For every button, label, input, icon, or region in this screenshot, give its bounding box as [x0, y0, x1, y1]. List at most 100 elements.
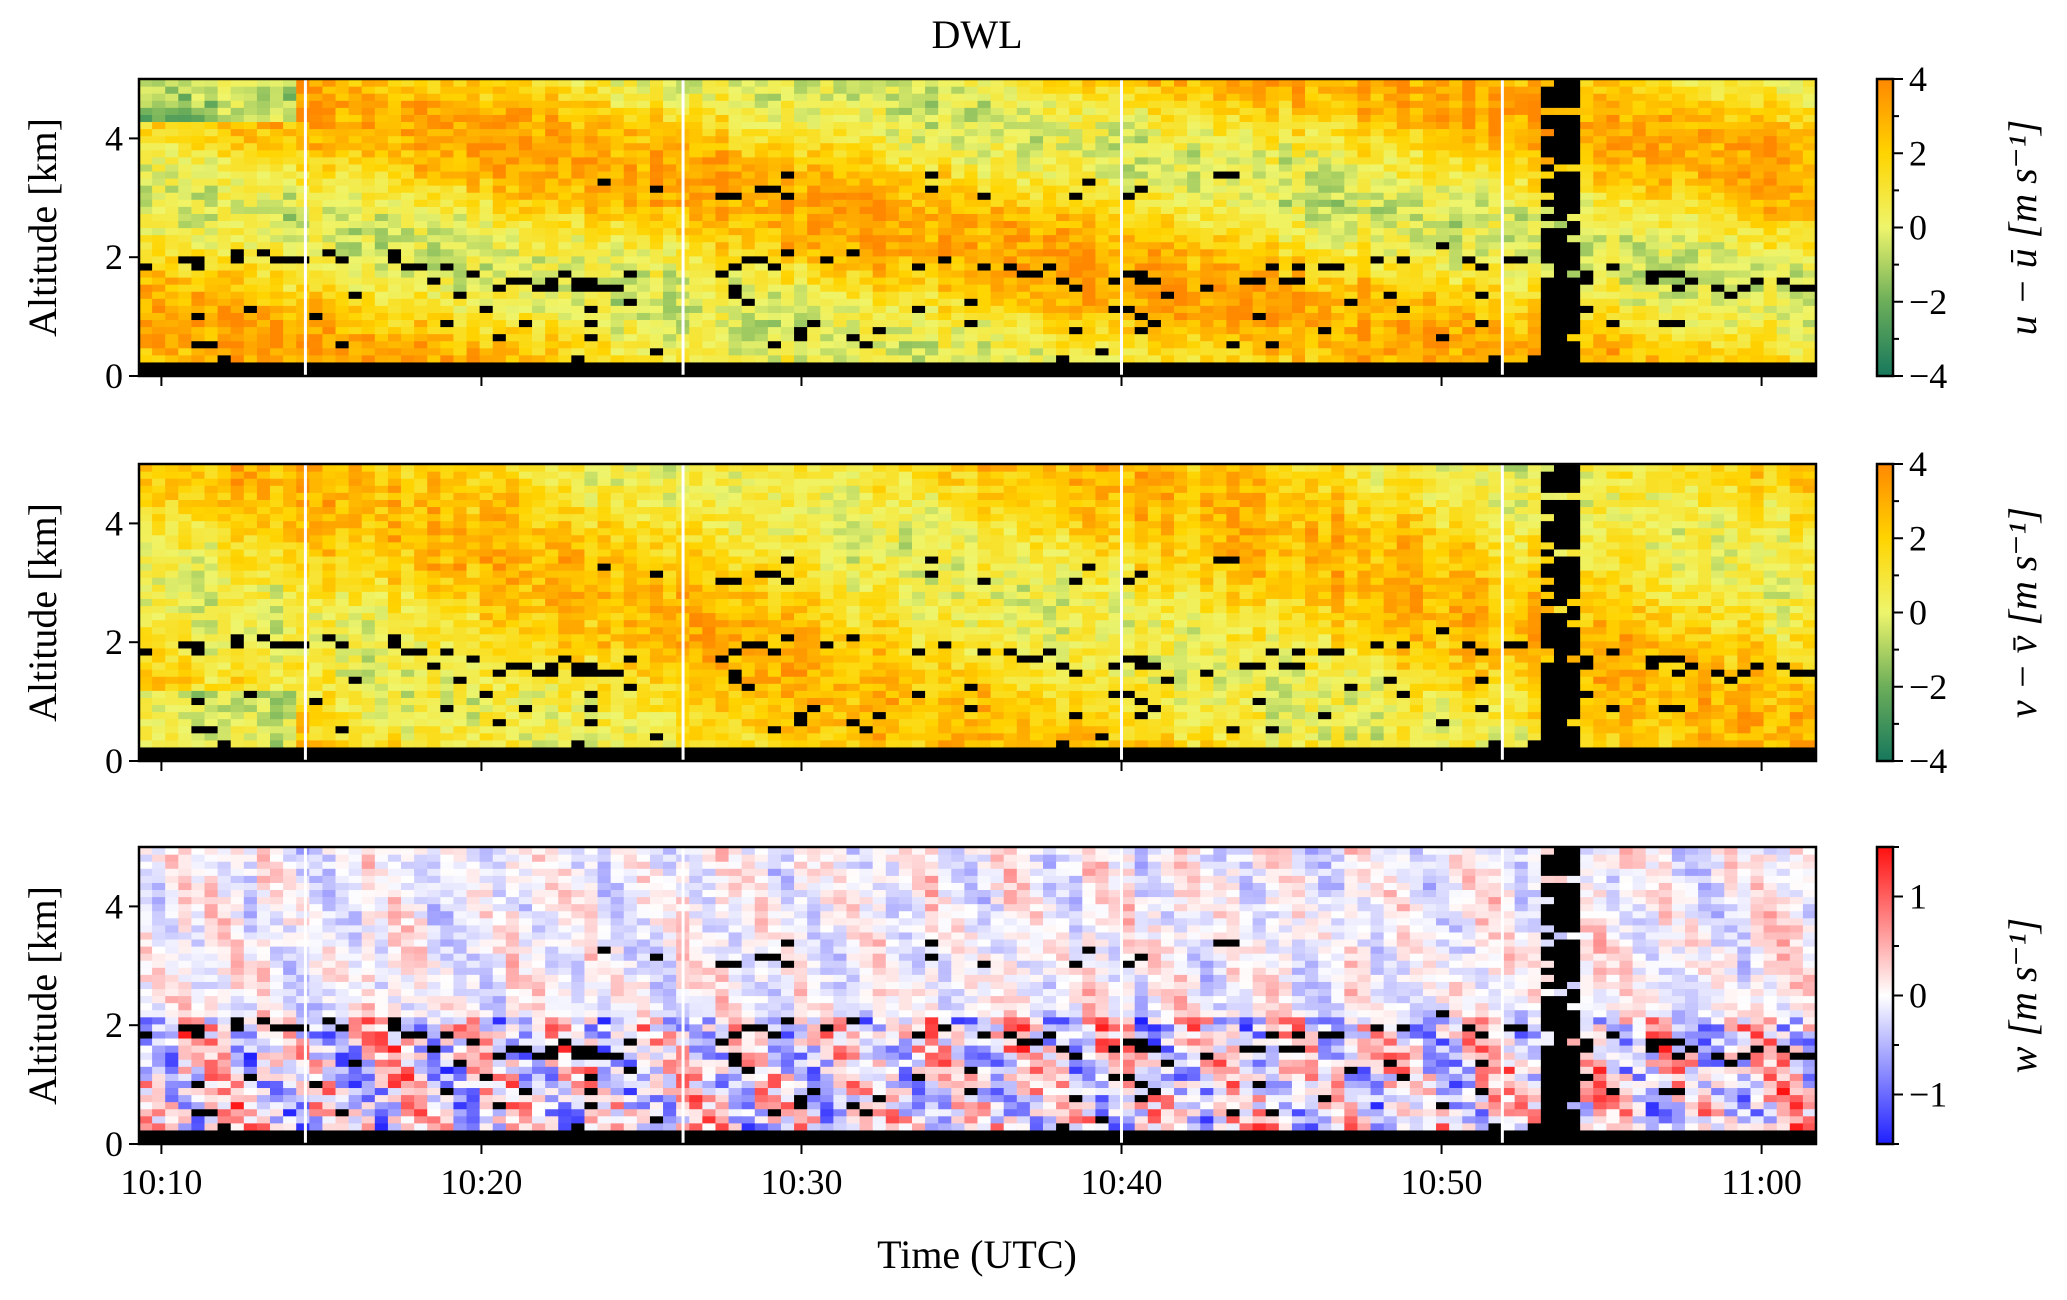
heatmap-cell [584, 326, 599, 335]
heatmap-cell [1226, 354, 1241, 363]
heatmap-cell [1619, 291, 1634, 299]
heatmap-cell [1252, 93, 1267, 101]
heatmap-cell [1436, 298, 1450, 306]
heatmap-cell [309, 269, 324, 278]
heatmap-cell [1265, 361, 1280, 370]
heatmap-cell [702, 79, 717, 87]
heatmap-cell [1043, 199, 1057, 207]
heatmap-cell [1553, 142, 1568, 151]
heatmap-cell [1278, 255, 1293, 264]
heatmap-cell [1134, 255, 1149, 264]
heatmap-cell [270, 227, 284, 236]
heatmap-cell [1527, 220, 1542, 229]
heatmap-cell [518, 269, 533, 278]
heatmap-cell [938, 192, 952, 200]
heatmap-cell [283, 340, 297, 349]
heatmap-cell [1069, 128, 1083, 137]
heatmap-cell [964, 79, 979, 87]
heatmap-cell [361, 79, 376, 87]
heatmap-cell [204, 107, 219, 115]
heatmap-cell [990, 234, 1005, 243]
heatmap-cell [715, 368, 730, 377]
heatmap-cell [702, 277, 717, 285]
heatmap-cell [1619, 149, 1634, 158]
heatmap-cell [1593, 107, 1607, 115]
heatmap-cell [1108, 149, 1123, 158]
heatmap-cell [1422, 178, 1437, 186]
heatmap-cell [1422, 312, 1437, 321]
heatmap-cell [1239, 142, 1254, 151]
heatmap-cell [1121, 277, 1136, 285]
heatmap-cell [702, 319, 717, 328]
heatmap-cell [1632, 121, 1647, 130]
heatmap-cell [846, 128, 861, 137]
heatmap-cell [1200, 185, 1214, 193]
heatmap-cell [951, 277, 965, 285]
heatmap-cell [1160, 319, 1175, 328]
heatmap-cell [1449, 269, 1463, 278]
heatmap-cell [820, 178, 834, 186]
heatmap-cell [296, 284, 310, 292]
heatmap-cell [217, 284, 232, 292]
heatmap-cell [715, 142, 730, 151]
heatmap-cell [1213, 305, 1228, 313]
heatmap-cell [492, 192, 507, 200]
heatmap-cell [178, 192, 192, 200]
heatmap-cell [1671, 142, 1686, 151]
heatmap-cell [663, 305, 677, 313]
heatmap-cell [1344, 262, 1359, 271]
heatmap-cell [1108, 199, 1123, 207]
heatmap-cell [270, 305, 284, 313]
heatmap-cell [1291, 319, 1306, 328]
heatmap-cell [165, 142, 179, 151]
heatmap-cell [689, 100, 703, 108]
heatmap-cell [348, 291, 363, 299]
heatmap-cell [361, 206, 376, 214]
heatmap-cell [1370, 93, 1385, 101]
heatmap-cell [715, 234, 730, 243]
heatmap-cell [898, 79, 913, 87]
heatmap-cell [1278, 142, 1293, 151]
heatmap-cell [1200, 206, 1214, 214]
heatmap-cell [1449, 163, 1463, 172]
heatmap-cell [663, 213, 677, 222]
heatmap-cell [335, 128, 350, 137]
heatmap-cell [427, 347, 441, 356]
heatmap-cell [663, 206, 677, 214]
heatmap-cell [1147, 121, 1162, 130]
heatmap-cell [1501, 220, 1516, 229]
heatmap-cell [1147, 163, 1162, 172]
heatmap-cell [1187, 192, 1201, 200]
heatmap-cell [754, 319, 769, 328]
heatmap-cell [610, 128, 625, 137]
heatmap-cell [466, 284, 481, 292]
heatmap-cell [597, 361, 612, 370]
heatmap-cell [1449, 319, 1463, 328]
heatmap-cell [1003, 347, 1018, 356]
heatmap-cell [715, 277, 730, 285]
heatmap-cell [1344, 185, 1359, 193]
heatmap-cell [335, 79, 350, 87]
heatmap-cell [728, 199, 743, 207]
heatmap-cell [1488, 100, 1503, 108]
heatmap-cell [925, 298, 939, 306]
heatmap-cell [1580, 192, 1594, 200]
heatmap-cell [702, 213, 717, 222]
heatmap-cell [1527, 241, 1542, 250]
heatmap-cell [702, 326, 717, 335]
heatmap-cell [1567, 305, 1581, 313]
heatmap-cell [859, 149, 874, 158]
heatmap-cell [217, 347, 232, 356]
heatmap-cell [152, 128, 166, 137]
heatmap-cell [990, 333, 1005, 342]
heatmap-cell [1580, 354, 1594, 363]
heatmap-cell [964, 114, 979, 123]
heatmap-cell [414, 347, 428, 356]
heatmap-cell [165, 213, 179, 222]
heatmap-cell [296, 128, 310, 137]
heatmap-cell [453, 185, 468, 193]
heatmap-cell [1213, 100, 1228, 108]
heatmap-cell [584, 284, 599, 292]
heatmap-cell [820, 100, 834, 108]
heatmap-cell [990, 170, 1005, 179]
